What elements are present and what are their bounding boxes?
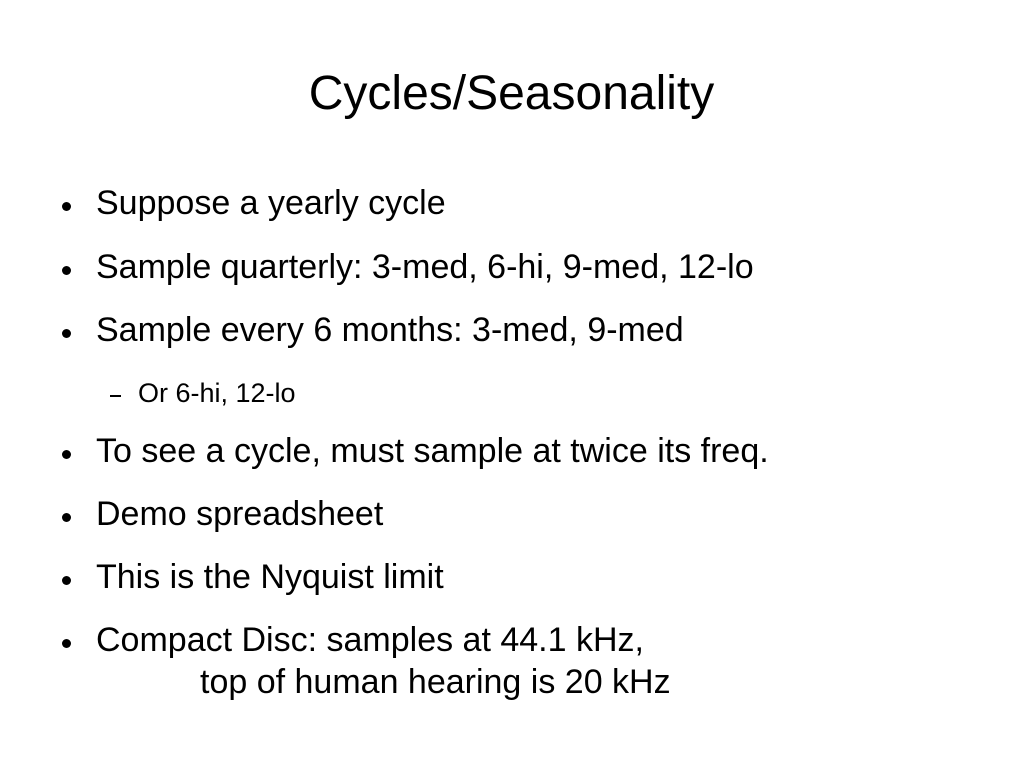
bullet-dot-icon bbox=[62, 329, 71, 338]
bullet-text: Sample quarterly: 3-med, 6-hi, 9-med, 12… bbox=[96, 248, 754, 286]
bullet-dot-icon bbox=[62, 639, 71, 648]
bullet-text: Suppose a yearly cycle bbox=[96, 184, 446, 222]
bullet-text: To see a cycle, must sample at twice its… bbox=[96, 432, 769, 470]
bullet-dot-icon bbox=[62, 450, 71, 459]
bullet-text: Demo spreadsheet bbox=[96, 495, 384, 533]
bullet-text: Compact Disc: samples at 44.1 kHz, top o… bbox=[96, 619, 671, 703]
sub-bullet-text: Or 6-hi, 12-lo bbox=[138, 378, 296, 408]
bullet-dot-icon bbox=[62, 576, 71, 585]
bullet-text-line: Compact Disc: samples at 44.1 kHz, bbox=[96, 621, 644, 659]
bullet-dot-icon bbox=[62, 266, 71, 275]
bullet-text-continuation: top of human hearing is 20 kHz bbox=[200, 663, 671, 701]
bullet-dot-icon bbox=[62, 513, 71, 522]
bullet-dash-icon bbox=[110, 395, 121, 397]
bullet-text: Sample every 6 months: 3-med, 9-med bbox=[96, 311, 684, 349]
bullet-text: This is the Nyquist limit bbox=[96, 558, 444, 596]
bullet-dot-icon bbox=[62, 202, 71, 211]
slide-title: Cycles/Seasonality bbox=[308, 67, 715, 120]
